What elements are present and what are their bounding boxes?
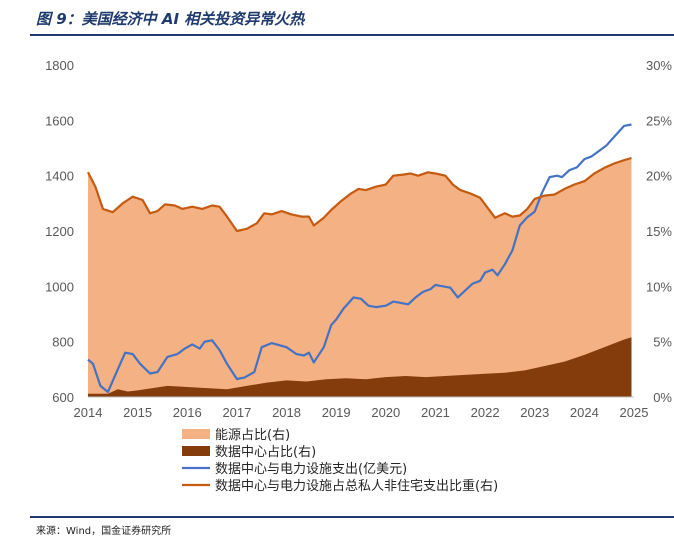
x-tick-label: 2014 [74, 405, 103, 420]
y-left-tick-label: 1600 [45, 113, 74, 128]
legend-label: 能源占比(右) [215, 428, 290, 443]
y-right-tick-label: 25% [646, 113, 672, 128]
legend: 能源占比(右) 数据中心占比(右) 数据中心与电力设施支出(亿美元)数据中心与电力设… [182, 428, 498, 494]
legend-label: 数据中心与电力设施支出(亿美元) [215, 462, 407, 477]
x-tick-label: 2025 [620, 405, 649, 420]
bottom-divider [30, 516, 674, 518]
datacenter-share-area [88, 337, 632, 397]
y-left-tick-label: 1200 [45, 224, 74, 239]
y-left-tick-label: 1400 [45, 169, 74, 184]
y-right-tick-label: 0% [653, 390, 672, 405]
x-tick-label: 2016 [173, 405, 202, 420]
y-left-tick-label: 1800 [45, 58, 74, 73]
datacenter-power-spending-line [87, 123, 632, 394]
x-tick-label: 2017 [222, 405, 251, 420]
line-layer [87, 123, 632, 394]
y-left-tick-label: 600 [52, 390, 74, 405]
area-layer [88, 158, 632, 397]
datacenter-power-share-line [87, 156, 632, 233]
x-tick-label: 2020 [371, 405, 400, 420]
x-tick-label: 2024 [570, 405, 599, 420]
source-note: 来源：Wind，国金证券研究所 [36, 526, 172, 537]
x-axis: 2014 2015 2016 2017 2018 2019 2020 2021 2022 2023… [74, 396, 649, 420]
legend-label: 数据中心与电力设施占总私人非住宅支出比重(右) [215, 478, 498, 494]
legend-swatch [182, 446, 210, 456]
y-left-tick-label: 1000 [45, 279, 74, 294]
x-tick-label: 2015 [123, 405, 152, 420]
y-axis-left: 600 800 1000 1200 1400 1600 1800 [45, 58, 74, 405]
y-axis-right: 0% 5% 10% 15% 20% 25% 30% [646, 58, 672, 405]
x-tick-label: 2019 [322, 405, 351, 420]
y-right-tick-label: 20% [646, 169, 672, 184]
x-tick-label: 2021 [421, 405, 450, 420]
y-right-tick-label: 30% [646, 58, 672, 73]
top-divider [30, 34, 674, 36]
legend-label: 数据中心占比(右) [215, 445, 316, 460]
y-right-tick-label: 10% [646, 279, 672, 294]
y-left-tick-label: 800 [52, 335, 74, 350]
y-right-tick-label: 5% [653, 335, 672, 350]
energy-share-area [88, 158, 632, 397]
x-tick-label: 2022 [471, 405, 500, 420]
y-right-tick-label: 15% [646, 224, 672, 239]
legend-swatch [182, 429, 210, 439]
chart-title: 图 9：美国经济中 AI 相关投资异常火热 [36, 10, 305, 28]
x-tick-label: 2023 [520, 405, 549, 420]
x-tick-label: 2018 [272, 405, 301, 420]
